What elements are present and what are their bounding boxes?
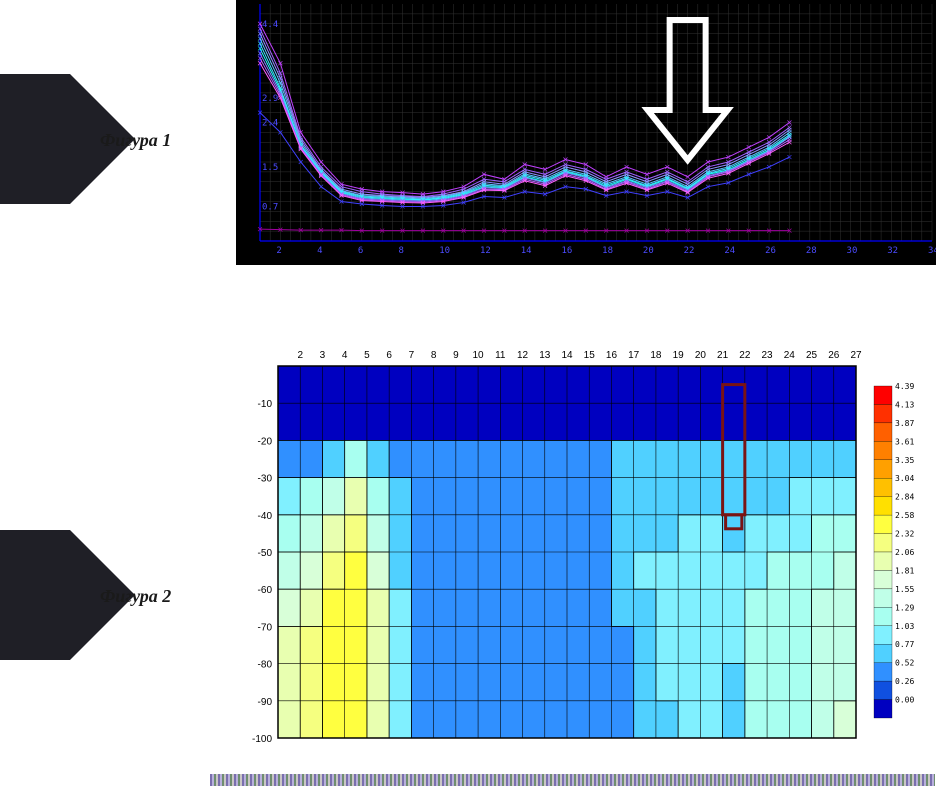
svg-text:23: 23: [762, 350, 774, 361]
svg-text:27: 27: [850, 350, 862, 361]
svg-text:2: 2: [276, 246, 281, 256]
svg-text:1.55: 1.55: [895, 585, 914, 594]
svg-text:8: 8: [431, 350, 437, 361]
svg-text:34: 34: [928, 246, 936, 256]
svg-text:4: 4: [342, 350, 348, 361]
svg-text:18: 18: [602, 246, 613, 256]
svg-text:30: 30: [847, 246, 858, 256]
svg-text:0.00: 0.00: [895, 696, 914, 705]
svg-text:3.04: 3.04: [895, 474, 914, 483]
svg-text:25: 25: [806, 350, 818, 361]
svg-text:7: 7: [409, 350, 415, 361]
svg-text:32: 32: [887, 246, 898, 256]
svg-text:16: 16: [561, 246, 572, 256]
svg-text:-80: -80: [258, 660, 273, 671]
svg-text:26: 26: [828, 350, 840, 361]
svg-text:1.81: 1.81: [895, 566, 914, 575]
svg-text:4: 4: [317, 246, 322, 256]
svg-text:9: 9: [453, 350, 459, 361]
chart-fig2: 2345678910111213141516171819202122232425…: [236, 338, 936, 758]
svg-text:14: 14: [561, 350, 573, 361]
svg-text:-60: -60: [258, 585, 273, 596]
svg-text:11: 11: [495, 350, 506, 361]
svg-text:2.06: 2.06: [895, 548, 914, 557]
svg-text:0.77: 0.77: [895, 640, 914, 649]
svg-text:20: 20: [695, 350, 707, 361]
svg-text:12: 12: [480, 246, 491, 256]
svg-text:2.9: 2.9: [262, 94, 278, 104]
svg-text:4.39: 4.39: [895, 382, 914, 391]
svg-text:3.35: 3.35: [895, 456, 914, 465]
svg-text:6: 6: [358, 246, 363, 256]
svg-text:1.03: 1.03: [895, 622, 914, 631]
pointer-shape-1: [0, 74, 70, 204]
svg-text:-20: -20: [258, 436, 273, 447]
svg-text:21: 21: [717, 350, 729, 361]
svg-text:6: 6: [386, 350, 392, 361]
svg-text:-100: -100: [252, 734, 272, 745]
svg-text:-40: -40: [258, 511, 273, 522]
decorative-strip: [210, 774, 935, 786]
svg-text:-50: -50: [258, 548, 273, 559]
svg-text:24: 24: [784, 350, 796, 361]
svg-text:2.58: 2.58: [895, 511, 914, 520]
svg-text:12: 12: [517, 350, 529, 361]
svg-text:1.29: 1.29: [895, 603, 914, 612]
svg-text:4.13: 4.13: [895, 400, 914, 409]
svg-text:14: 14: [521, 246, 532, 256]
svg-text:16: 16: [606, 350, 618, 361]
svg-text:-70: -70: [258, 622, 273, 633]
svg-text:19: 19: [673, 350, 685, 361]
pointer-shape-2: [0, 530, 70, 660]
svg-text:3: 3: [320, 350, 326, 361]
svg-text:-10: -10: [258, 399, 273, 410]
svg-text:22: 22: [684, 246, 695, 256]
svg-text:10: 10: [439, 246, 450, 256]
svg-text:2: 2: [297, 350, 303, 361]
page: Фигура 1 Фигура 2 0.71.52.42.94.42468101…: [0, 0, 940, 788]
label-fig1: Фигура 1: [100, 130, 171, 151]
svg-text:0.7: 0.7: [262, 202, 278, 212]
chart-fig1: 0.71.52.42.94.42468101214161820222426283…: [236, 0, 936, 265]
svg-text:8: 8: [399, 246, 404, 256]
svg-text:1.5: 1.5: [262, 163, 278, 173]
svg-text:15: 15: [584, 350, 596, 361]
svg-text:26: 26: [765, 246, 776, 256]
svg-text:13: 13: [539, 350, 551, 361]
svg-text:0.52: 0.52: [895, 659, 914, 668]
svg-text:3.61: 3.61: [895, 437, 914, 446]
svg-text:5: 5: [364, 350, 370, 361]
svg-text:28: 28: [806, 246, 817, 256]
svg-text:-30: -30: [258, 474, 273, 485]
svg-text:4.4: 4.4: [262, 20, 278, 30]
svg-text:2.4: 2.4: [262, 119, 278, 129]
svg-text:10: 10: [473, 350, 485, 361]
svg-text:20: 20: [643, 246, 654, 256]
svg-text:2.32: 2.32: [895, 530, 914, 539]
svg-text:2.84: 2.84: [895, 493, 914, 502]
svg-text:18: 18: [650, 350, 662, 361]
label-fig2: Фигура 2: [100, 586, 171, 607]
svg-text:24: 24: [724, 246, 735, 256]
svg-text:-90: -90: [258, 697, 273, 708]
svg-text:22: 22: [739, 350, 751, 361]
svg-text:0.26: 0.26: [895, 677, 914, 686]
svg-text:3.87: 3.87: [895, 419, 914, 428]
svg-text:17: 17: [628, 350, 640, 361]
